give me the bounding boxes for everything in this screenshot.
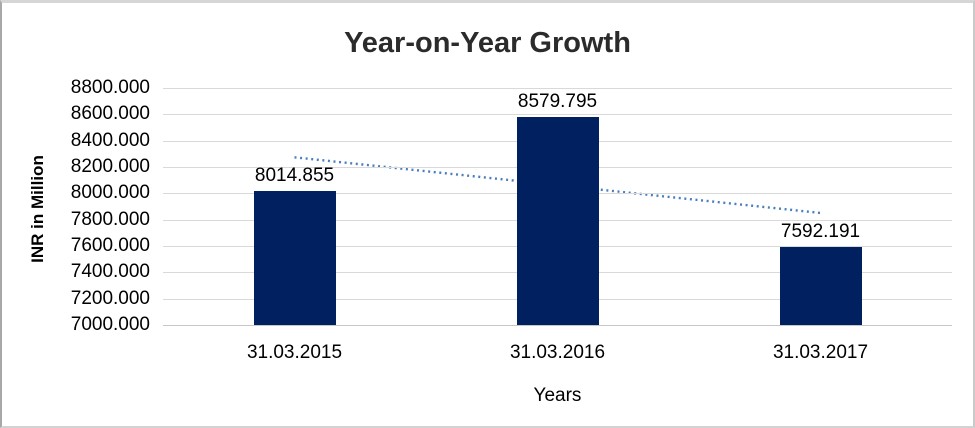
y-tick-label: 7800.000 xyxy=(70,208,150,230)
y-tick-label: 8200.000 xyxy=(70,156,150,177)
bar-31.03.2015 xyxy=(253,191,336,325)
y-tick-label: 7400.000 xyxy=(70,261,150,283)
data-label: 8579.795 xyxy=(517,90,598,112)
y-tick-label: 8000.000 xyxy=(70,182,150,204)
gridline xyxy=(163,114,952,116)
chart-title: Year-on-Year Growth xyxy=(344,27,631,59)
y-tick-label: 7200.000 xyxy=(70,287,150,309)
data-label: 8014.855 xyxy=(254,165,335,187)
x-tick-label: 31.03.2017 xyxy=(772,342,869,363)
y-tick-label: 7600.000 xyxy=(70,235,150,256)
data-label: 7592.191 xyxy=(780,221,861,243)
y-tick-label: 8600.000 xyxy=(70,103,150,125)
y-tick-label: 8400.000 xyxy=(70,129,150,151)
x-axis-line xyxy=(163,325,952,326)
x-tick-label: 31.03.2016 xyxy=(509,342,606,363)
x-axis-title: Years xyxy=(533,385,582,406)
y-tick-label: 8800.000 xyxy=(70,77,150,98)
y-tick-label: 7000.000 xyxy=(70,314,150,335)
bar-31.03.2017 xyxy=(779,247,862,325)
gridline xyxy=(163,88,952,89)
plot-area xyxy=(163,88,952,326)
x-tick-label: 31.03.2015 xyxy=(246,342,343,363)
bar-31.03.2016 xyxy=(516,116,599,325)
